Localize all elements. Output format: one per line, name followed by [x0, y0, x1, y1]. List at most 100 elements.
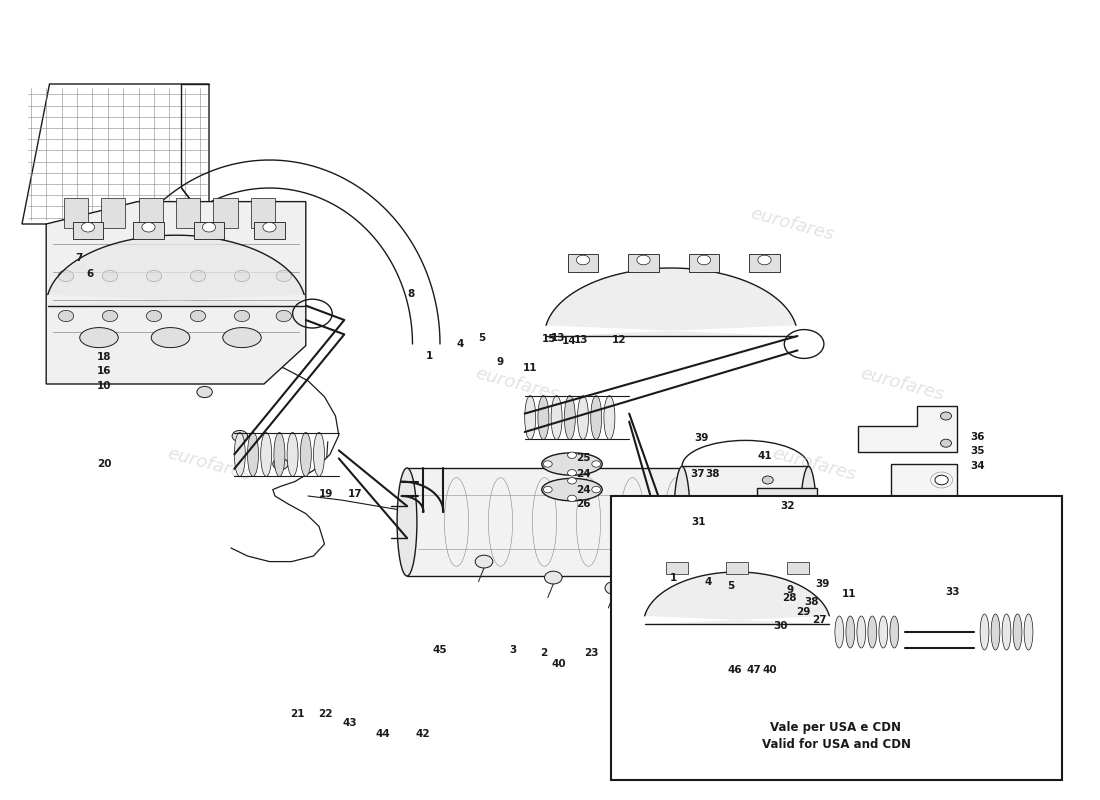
Circle shape	[637, 255, 650, 265]
Bar	[749, 254, 780, 272]
Polygon shape	[990, 658, 1056, 720]
Bar	[726, 562, 748, 574]
Text: 39: 39	[694, 434, 710, 443]
Text: 27: 27	[812, 615, 827, 625]
Circle shape	[568, 495, 576, 502]
Circle shape	[940, 412, 952, 420]
Circle shape	[146, 270, 162, 282]
Text: 13: 13	[550, 334, 565, 343]
Ellipse shape	[79, 328, 119, 347]
Circle shape	[544, 571, 562, 584]
Text: 11: 11	[522, 363, 538, 373]
Circle shape	[58, 310, 74, 322]
Text: 36: 36	[970, 432, 986, 442]
Bar	[73, 222, 103, 239]
Text: 30: 30	[773, 621, 789, 630]
Circle shape	[742, 576, 764, 592]
Bar	[757, 488, 817, 538]
Circle shape	[798, 542, 808, 550]
Polygon shape	[22, 84, 209, 224]
Circle shape	[273, 458, 288, 470]
Ellipse shape	[300, 432, 311, 476]
Bar	[666, 562, 688, 574]
Circle shape	[576, 255, 590, 265]
Circle shape	[935, 573, 948, 582]
Ellipse shape	[397, 468, 417, 576]
Text: 42: 42	[415, 730, 430, 739]
Ellipse shape	[591, 396, 602, 440]
Text: 25: 25	[575, 453, 591, 462]
Text: 6: 6	[87, 269, 94, 278]
Text: 8: 8	[408, 289, 415, 298]
Circle shape	[543, 486, 552, 493]
Circle shape	[568, 478, 576, 484]
Text: 40: 40	[762, 666, 778, 675]
Text: 31: 31	[691, 517, 706, 526]
Circle shape	[102, 270, 118, 282]
Text: 2: 2	[540, 648, 547, 658]
Ellipse shape	[287, 432, 298, 476]
Text: 11: 11	[842, 589, 857, 598]
Text: 32: 32	[780, 501, 795, 510]
Bar	[213, 198, 238, 228]
Text: 24: 24	[575, 485, 591, 494]
Text: eurofares: eurofares	[748, 204, 836, 244]
Polygon shape	[46, 202, 306, 384]
Bar	[167, 366, 205, 378]
Ellipse shape	[604, 396, 615, 440]
Bar	[407, 468, 726, 576]
Circle shape	[232, 430, 248, 442]
Bar	[133, 222, 164, 239]
Ellipse shape	[800, 466, 817, 598]
Circle shape	[102, 310, 118, 322]
Text: 24: 24	[575, 469, 591, 478]
Text: 21: 21	[289, 709, 305, 718]
Text: eurofares: eurofares	[473, 364, 561, 404]
Circle shape	[263, 222, 276, 232]
Text: 18: 18	[97, 352, 112, 362]
Ellipse shape	[541, 478, 603, 501]
Text: 35: 35	[970, 446, 986, 456]
Ellipse shape	[991, 614, 1000, 650]
Ellipse shape	[857, 616, 866, 648]
Circle shape	[276, 270, 292, 282]
Text: 12: 12	[612, 335, 627, 345]
Ellipse shape	[846, 616, 855, 648]
Ellipse shape	[890, 616, 899, 648]
Text: 45: 45	[432, 645, 448, 654]
Circle shape	[234, 270, 250, 282]
Bar	[610, 496, 1062, 780]
Circle shape	[697, 255, 711, 265]
Ellipse shape	[716, 468, 736, 576]
Text: 14: 14	[561, 336, 576, 346]
Circle shape	[81, 222, 95, 232]
Bar	[163, 316, 209, 368]
Text: 46: 46	[727, 666, 742, 675]
Text: 19: 19	[318, 490, 333, 499]
Text: eurofares: eurofares	[858, 364, 946, 404]
Circle shape	[58, 270, 74, 282]
Text: 20: 20	[97, 459, 112, 469]
Text: 16: 16	[97, 366, 112, 376]
Ellipse shape	[222, 328, 262, 347]
Text: 34: 34	[970, 461, 986, 470]
Text: 4: 4	[456, 339, 463, 349]
Circle shape	[762, 476, 773, 484]
Text: Vale per USA e CDN: Vale per USA e CDN	[770, 721, 902, 734]
Bar	[786, 562, 808, 574]
Circle shape	[190, 310, 206, 322]
Text: 9: 9	[786, 586, 793, 595]
Bar	[682, 466, 808, 598]
Circle shape	[592, 486, 601, 493]
Text: 13: 13	[573, 335, 588, 345]
Polygon shape	[47, 235, 305, 306]
Circle shape	[762, 542, 773, 550]
Circle shape	[543, 461, 552, 467]
Text: 23: 23	[584, 648, 600, 658]
Circle shape	[748, 598, 759, 606]
Text: 26: 26	[575, 499, 591, 509]
Ellipse shape	[578, 396, 588, 440]
Ellipse shape	[564, 396, 575, 440]
Ellipse shape	[538, 396, 549, 440]
Text: 17: 17	[348, 490, 363, 499]
